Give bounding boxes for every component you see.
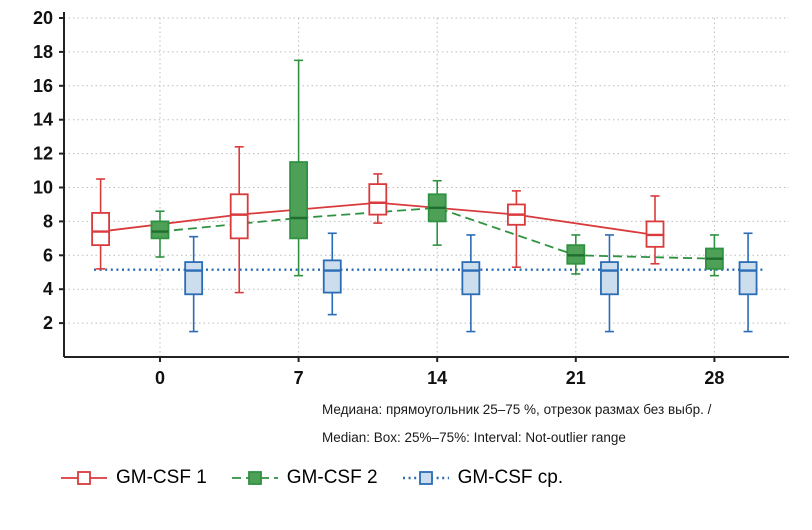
- caption-line-ru: Медиана: прямоугольник 25–75 %, отрезок …: [322, 402, 712, 417]
- svg-text:2: 2: [43, 313, 53, 333]
- svg-text:7: 7: [294, 368, 304, 388]
- svg-text:10: 10: [33, 178, 53, 198]
- legend-item-gm-csf-1: GM-CSF 1: [60, 467, 207, 489]
- svg-text:8: 8: [43, 211, 53, 231]
- legend-marker-gm-csf-1-icon: [61, 471, 107, 486]
- svg-text:14: 14: [33, 110, 53, 130]
- svg-text:4: 4: [43, 279, 53, 299]
- svg-text:28: 28: [704, 368, 724, 388]
- chart-legend: GM-CSF 1 GM-CSF 2 GM-CSF ср.: [60, 467, 812, 489]
- legend-label-gm-csf-1: GM-CSF 1: [116, 467, 207, 489]
- svg-text:14: 14: [427, 368, 447, 388]
- legend-label-gm-csf-avg: GM-CSF ср.: [457, 467, 564, 489]
- chart-caption: Медиана: прямоугольник 25–75 %, отрезок …: [322, 396, 812, 451]
- svg-text:6: 6: [43, 245, 53, 265]
- legend-marker-gm-csf-avg-icon: [402, 471, 449, 486]
- svg-text:16: 16: [33, 76, 53, 96]
- svg-text:21: 21: [566, 368, 586, 388]
- svg-text:20: 20: [33, 8, 53, 28]
- caption-line-en: Median: Box: 25%–75%: Interval: Not-outl…: [322, 429, 626, 445]
- svg-text:18: 18: [33, 42, 53, 62]
- legend-marker-gm-csf-2-icon: [231, 471, 278, 486]
- svg-text:12: 12: [33, 144, 53, 164]
- legend-label-gm-csf-2: GM-CSF 2: [286, 467, 378, 489]
- svg-text:0: 0: [155, 368, 165, 388]
- chart-canvas: 2 4 6 8 10 12 14 16 18 20 0 7 14 21 28: [33, 8, 789, 388]
- legend-item-gm-csf-2: GM-CSF 2: [231, 467, 378, 489]
- legend-item-gm-csf-avg: GM-CSF ср.: [402, 467, 564, 489]
